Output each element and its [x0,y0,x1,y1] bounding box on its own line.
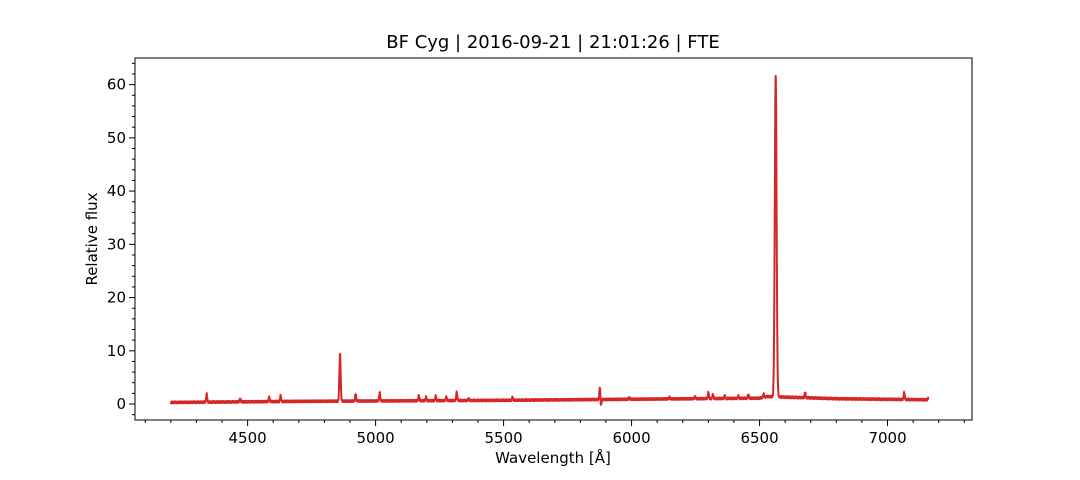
x-axis: 4500 5000 5500 6000 6500 7000 [144,420,965,447]
y-axis-label: Relative flux [83,192,101,285]
axes-frame [134,57,973,421]
x-tick-label: 6000 [612,429,650,447]
y-tick-label: 40 [107,182,126,200]
series-line-spectrum [169,74,930,406]
x-tick-label: 4500 [229,429,267,447]
x-tick-label: 7000 [868,429,906,447]
x-tick-label: 6500 [740,429,778,447]
y-tick-label: 60 [107,76,126,94]
y-tick-label: 0 [116,395,126,413]
plot-area [169,74,930,406]
chart-title: BF Cyg | 2016-09-21 | 21:01:26 | FTE [386,32,719,53]
y-tick-label: 20 [107,289,126,307]
x-tick-label: 5500 [484,429,522,447]
y-tick-label: 50 [107,129,126,147]
x-axis-label: Wavelength [Å] [495,448,611,467]
y-tick-label: 10 [107,342,126,360]
x-tick-label: 5000 [357,429,395,447]
y-axis: 0 10 20 30 40 50 60 [107,62,135,416]
y-tick-label: 30 [107,235,126,253]
